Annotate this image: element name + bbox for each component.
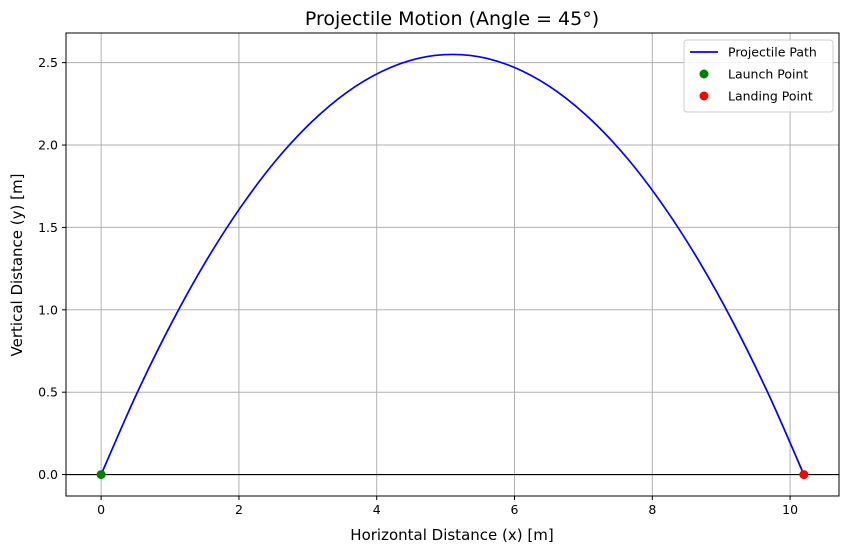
legend-label-projectile-path: Projectile Path — [728, 45, 817, 60]
x-tick-label: 2 — [235, 502, 243, 517]
legend-label-landing-point: Landing Point — [728, 89, 813, 104]
y-tick-label: 0.5 — [38, 385, 58, 400]
launch-point-marker — [96, 470, 106, 480]
legend: Projectile Path Launch Point Landing Point — [683, 39, 834, 113]
axis-ticks: 0 2 4 6 8 10 0.0 0.5 1.0 1.5 2.0 2.5 — [38, 55, 798, 517]
legend-swatch-landing-point — [699, 91, 709, 101]
x-tick-label: 10 — [782, 502, 798, 517]
legend-swatch-launch-point — [699, 69, 709, 79]
landing-point-marker — [799, 470, 809, 480]
legend-label-launch-point: Launch Point — [728, 67, 808, 82]
x-axis-label: Horizontal Distance (x) [m] — [350, 526, 553, 544]
y-tick-label: 0.0 — [38, 467, 58, 482]
x-tick-label: 0 — [97, 502, 105, 517]
y-axis-label: Vertical Distance (y) [m] — [8, 174, 26, 357]
chart-title: Projectile Motion (Angle = 45°) — [305, 8, 599, 30]
plot-frame — [65, 32, 840, 497]
y-tick-label: 1.0 — [38, 302, 58, 317]
legend-box — [683, 39, 834, 113]
y-tick-label: 1.5 — [38, 220, 58, 235]
series — [96, 53, 809, 480]
y-tick-label: 2.0 — [38, 138, 58, 153]
x-tick-label: 8 — [648, 502, 656, 517]
projectile-path-line — [100, 53, 805, 475]
x-tick-label: 4 — [373, 502, 381, 517]
y-tick-label: 2.5 — [38, 55, 58, 70]
x-tick-label: 6 — [511, 502, 519, 517]
